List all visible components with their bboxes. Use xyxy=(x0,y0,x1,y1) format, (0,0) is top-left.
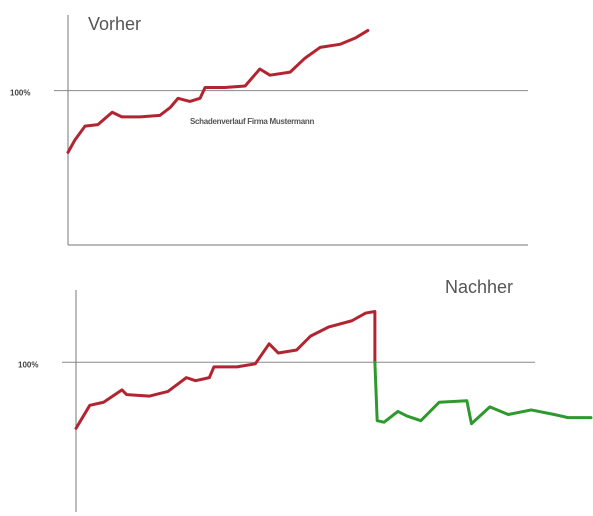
chart-title: Vorher xyxy=(88,14,141,34)
line xyxy=(66,28,370,154)
annotation: Schadenverlauf Firma Mustermann xyxy=(190,117,314,126)
chart-title: Nachher xyxy=(445,277,513,297)
line xyxy=(373,360,593,426)
line xyxy=(74,310,377,430)
y-tick-label: 100% xyxy=(10,89,30,98)
y-tick-label: 100% xyxy=(18,360,38,369)
